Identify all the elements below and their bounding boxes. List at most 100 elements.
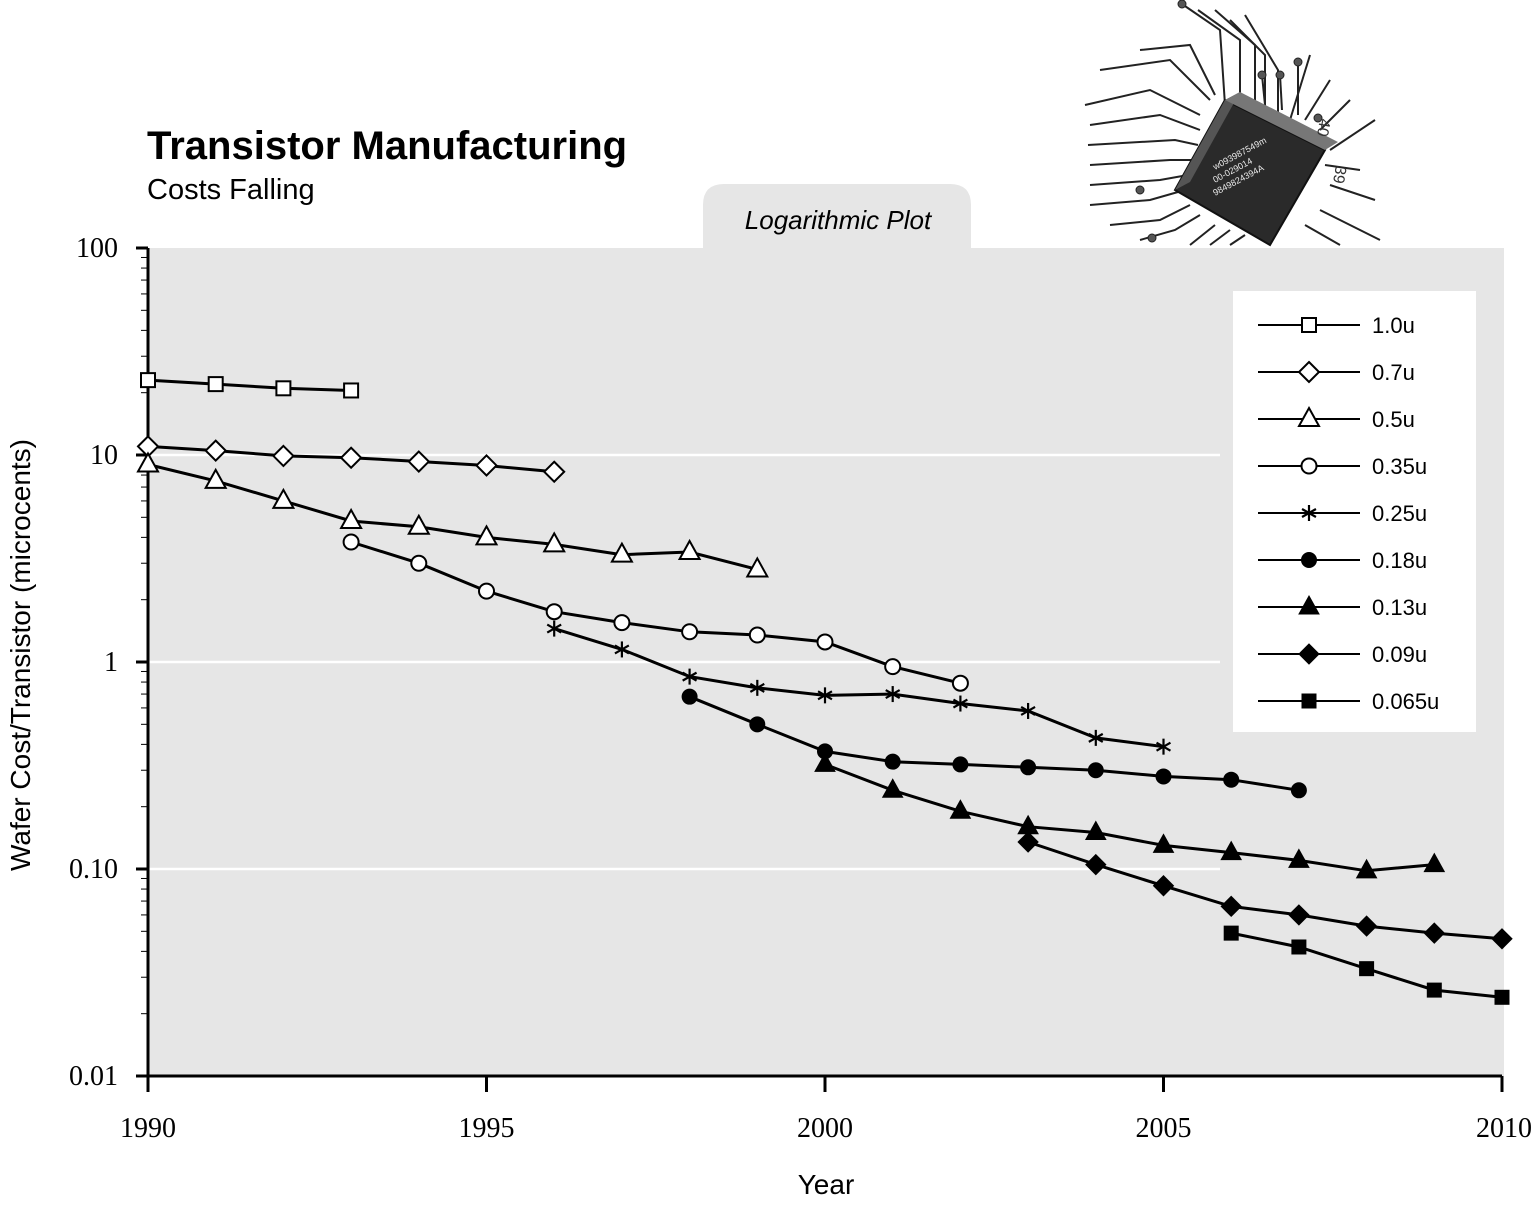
data-point	[1288, 904, 1310, 926]
data-point	[545, 603, 563, 621]
data-point	[1494, 989, 1510, 1005]
chart-title: Transistor Manufacturing	[147, 124, 627, 168]
data-point	[136, 451, 160, 473]
legend-label: 1.0u	[1372, 313, 1415, 338]
data-point	[1087, 762, 1104, 779]
legend-label: 0.13u	[1372, 595, 1427, 620]
data-point	[1359, 961, 1375, 977]
data-point	[1155, 768, 1172, 785]
data-point	[407, 513, 431, 535]
data-point	[1020, 702, 1036, 719]
data-point	[614, 641, 630, 658]
data-point	[816, 633, 834, 651]
data-point	[1155, 738, 1172, 755]
legend-box	[1233, 291, 1476, 732]
chip-trace	[1099, 58, 1211, 101]
data-point	[204, 467, 228, 489]
chip-trace	[1089, 189, 1186, 206]
series-0.25u	[546, 620, 1172, 755]
legend-marker	[1298, 594, 1320, 615]
data-point	[478, 582, 495, 600]
data-point	[1220, 840, 1243, 861]
data-point	[1223, 771, 1240, 788]
legend: 1.0u 0.7u 0.5u 0.35u 0.25u 0.18u 0.13u 0.09u 0.0…	[1233, 291, 1476, 732]
chip-trace	[1197, 9, 1241, 100]
chip-trace	[1089, 174, 1189, 186]
chart-subtitle: Costs Falling	[147, 174, 315, 206]
chip-trace	[1181, 3, 1226, 106]
chip-trace	[1304, 79, 1331, 121]
series-0.35u	[342, 533, 969, 692]
chip-trace	[1087, 138, 1199, 146]
series-line	[824, 762, 1435, 873]
chip-trace	[1229, 19, 1266, 110]
data-point	[1085, 853, 1107, 876]
legend-marker	[1300, 457, 1318, 475]
chip-pin	[1275, 70, 1285, 80]
chip-number: 40	[1313, 117, 1333, 138]
chip-trace	[1139, 43, 1216, 96]
gridlines	[148, 453, 1220, 871]
data-point	[204, 439, 228, 463]
series-line	[147, 463, 758, 571]
legend-label: 0.5u	[1372, 407, 1415, 432]
data-point	[682, 668, 698, 685]
legend-item: 0.35u	[1258, 454, 1427, 479]
data-point	[884, 658, 902, 676]
chip-pin	[1293, 57, 1303, 67]
x-axis-title: Year	[798, 1169, 855, 1200]
data-point	[677, 538, 702, 560]
data-point	[681, 688, 698, 705]
legend-marker	[1301, 505, 1317, 521]
data-point	[271, 487, 296, 509]
data-point	[1017, 831, 1039, 853]
data-point	[410, 554, 428, 572]
data-point	[749, 716, 766, 733]
data-point	[1355, 915, 1378, 937]
data-point	[949, 799, 972, 819]
data-point	[140, 372, 156, 389]
data-point	[748, 626, 766, 644]
data-point	[475, 454, 498, 477]
data-point	[1220, 895, 1242, 918]
series-line	[1027, 840, 1503, 941]
series-line	[689, 695, 1300, 792]
legend-item: 0.09u	[1258, 642, 1427, 667]
data-point	[1426, 982, 1442, 998]
series-line	[350, 540, 961, 685]
data-point	[952, 695, 968, 712]
chip-trace	[1279, 74, 1283, 111]
data-point	[1290, 782, 1307, 799]
data-point	[881, 778, 904, 798]
data-point	[339, 507, 363, 529]
chip-pin	[1313, 113, 1323, 123]
chip-trace	[1261, 74, 1266, 106]
data-point	[1423, 922, 1446, 944]
chip-trace	[1089, 113, 1201, 131]
data-point	[1088, 729, 1104, 746]
x-tick-label: 1990	[120, 1113, 176, 1144]
annotation-label: Logarithmic Plot	[745, 205, 933, 235]
data-point	[546, 620, 562, 637]
data-point	[1491, 928, 1513, 950]
data-point	[613, 614, 631, 632]
chip-pin	[1135, 185, 1145, 195]
x-tick-label: 2005	[1136, 1113, 1192, 1144]
legend-marker	[1301, 693, 1317, 709]
data-point	[1152, 875, 1175, 897]
data-point	[1423, 852, 1446, 873]
x-tick-label: 2010	[1476, 1113, 1532, 1144]
series-line	[147, 378, 352, 392]
legend-item: 0.25u	[1258, 501, 1427, 526]
data-point	[275, 380, 292, 397]
annotation-tab	[703, 184, 971, 248]
series-0.7u	[136, 435, 566, 484]
legend-label: 0.09u	[1372, 642, 1427, 667]
series-layer	[136, 372, 1513, 1005]
data-point	[884, 753, 901, 770]
data-point	[271, 444, 295, 468]
chip-trace	[1319, 99, 1351, 131]
data-point	[339, 446, 363, 470]
legend-marker	[1297, 360, 1321, 384]
